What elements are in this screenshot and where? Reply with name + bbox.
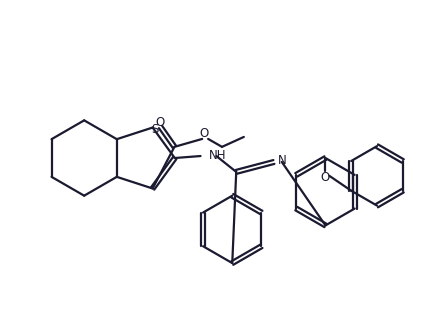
Text: O: O bbox=[321, 171, 330, 184]
Text: S: S bbox=[151, 123, 158, 136]
Text: NH: NH bbox=[208, 148, 226, 162]
Text: O: O bbox=[200, 127, 209, 140]
Text: N: N bbox=[278, 154, 286, 166]
Text: O: O bbox=[155, 116, 164, 129]
